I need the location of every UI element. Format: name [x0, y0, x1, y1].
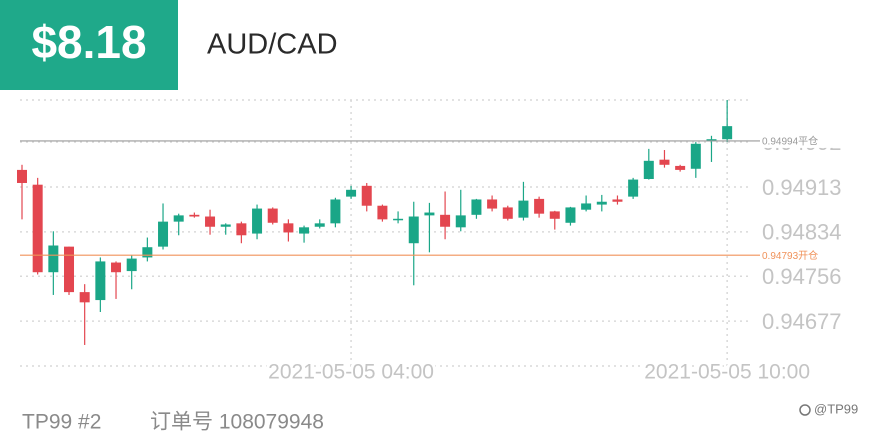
position-label-bg: [760, 248, 858, 263]
watermark-icon: [799, 404, 811, 416]
candle-body: [79, 292, 90, 303]
y-tick-label: 0.94677: [762, 309, 842, 334]
candle-body: [346, 189, 357, 197]
candle-body: [299, 227, 310, 234]
candle-body: [581, 203, 592, 210]
candle-body: [377, 205, 388, 220]
account: TP99 #2: [22, 411, 101, 434]
candle-body: [48, 245, 59, 273]
candle-body: [314, 223, 325, 227]
candle-body: [252, 208, 263, 234]
candle-body: [17, 169, 27, 183]
plot: 0.949920.949130.948340.947560.946772021-…: [17, 99, 858, 387]
symbol: AUD/CAD: [207, 29, 338, 61]
candle-body: [408, 216, 419, 244]
candle-body: [534, 198, 545, 214]
candle-body: [424, 212, 435, 216]
candle-body: [596, 201, 607, 205]
candle-body: [518, 200, 529, 218]
candle-body: [612, 199, 623, 202]
candle-body: [487, 199, 498, 209]
candle-body: [220, 224, 231, 227]
candle-body: [393, 218, 404, 221]
y-tick-label: 0.94834: [762, 220, 842, 245]
candle-body: [236, 223, 247, 236]
candle-body: [64, 246, 75, 293]
candle-body: [643, 160, 654, 180]
price-badge: [0, 0, 178, 90]
candle-body: [440, 214, 451, 227]
candle-body: [675, 165, 686, 170]
position-label: 0.94994平仓: [762, 135, 818, 148]
candle-body: [549, 211, 560, 219]
y-tick-label: 0.94913: [762, 175, 842, 200]
candle-body: [95, 261, 106, 301]
position-label: 0.94793开仓: [762, 249, 818, 262]
x-tick-label: 2021-05-05 10:00: [644, 361, 810, 384]
candle-body: [361, 185, 372, 206]
candle-body: [471, 199, 482, 215]
watermark: @TP99: [814, 401, 858, 416]
candle-body: [690, 143, 701, 169]
candle-body: [32, 184, 43, 273]
x-tick-label: 2021-05-05 04:00: [268, 361, 434, 384]
order-number: 订单号 108079948: [150, 411, 324, 434]
candle-body: [142, 247, 153, 258]
candle-body: [205, 216, 216, 227]
candle-body: [565, 207, 576, 223]
candle-body: [283, 223, 294, 233]
position-label-bg: [760, 133, 858, 148]
price: $8.18: [31, 16, 146, 68]
candle-body: [126, 258, 137, 272]
candle-body: [502, 207, 513, 219]
candle-body: [706, 139, 717, 141]
candle-body: [722, 126, 733, 140]
candle-body: [267, 208, 278, 223]
candle-body: [659, 159, 670, 165]
candle-body: [330, 199, 341, 224]
candle-body: [158, 221, 169, 247]
candle-body: [173, 215, 184, 222]
candle-body: [189, 214, 200, 217]
candle-body: [455, 215, 466, 228]
candle-body: [111, 262, 122, 273]
candle-body: [628, 179, 639, 197]
y-tick-label: 0.94756: [762, 264, 842, 289]
